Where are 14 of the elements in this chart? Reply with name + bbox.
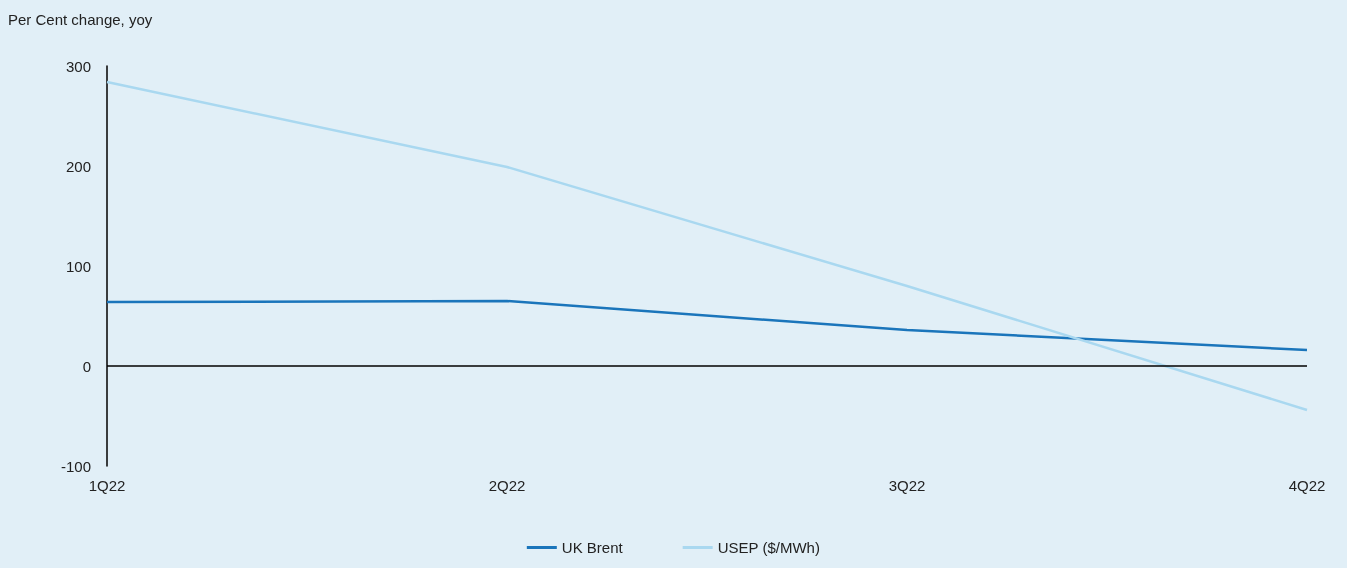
legend-label: USEP ($/MWh) (717, 539, 820, 556)
x-tick-label: 3Q22 (888, 477, 926, 494)
y-tick-label: -100 (60, 457, 91, 475)
x-tick-label: 1Q22 (88, 477, 126, 494)
legend-label: UK Brent (561, 539, 624, 556)
x-tick-label: 4Q22 (1288, 477, 1326, 494)
y-tick-label: 100 (65, 257, 91, 275)
line-series (105, 80, 1309, 412)
y-axis-title: Per Cent change, yoy (8, 11, 153, 28)
x-tick-label: 2Q22 (488, 477, 526, 494)
line-series (105, 299, 1309, 352)
y-tick-label: 200 (65, 157, 91, 175)
y-tick-label: 0 (82, 357, 91, 375)
y-tick-label: 300 (65, 57, 91, 75)
